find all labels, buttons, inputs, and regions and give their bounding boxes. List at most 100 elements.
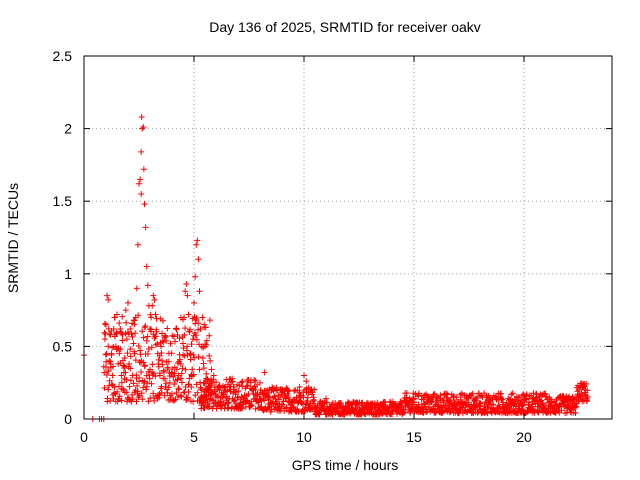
data-point (331, 407, 338, 414)
data-point (191, 299, 197, 306)
data-point (202, 324, 209, 331)
data-point (230, 384, 237, 391)
data-point (418, 405, 425, 412)
data-point (174, 376, 181, 383)
data-point (160, 339, 167, 346)
data-point (188, 341, 195, 348)
data-point (137, 347, 144, 354)
data-point (181, 314, 188, 321)
data-point (239, 401, 246, 408)
data-point (516, 402, 523, 409)
data-point (353, 405, 360, 412)
data-point (152, 311, 159, 318)
data-point (481, 402, 488, 409)
data-point (477, 400, 484, 407)
data-point (190, 351, 197, 358)
data-point (270, 398, 277, 405)
data-point (340, 404, 347, 411)
data-point (103, 321, 109, 328)
data-point (134, 388, 141, 395)
data-point (235, 388, 242, 395)
data-point (194, 389, 201, 396)
data-point (139, 125, 146, 132)
data-point (138, 369, 145, 376)
data-point (428, 398, 435, 405)
data-point (132, 314, 139, 321)
data-point (529, 401, 536, 408)
data-point (197, 384, 204, 391)
data-point (109, 344, 116, 351)
data-point (206, 384, 213, 391)
data-point (140, 334, 147, 341)
data-point (170, 374, 177, 381)
data-point (113, 330, 120, 337)
data-point (144, 282, 151, 289)
data-point (206, 332, 213, 339)
data-point (468, 392, 475, 399)
data-point (182, 288, 189, 295)
data-point (216, 382, 223, 389)
data-point (173, 326, 180, 333)
data-point (155, 356, 162, 363)
data-point (192, 332, 199, 339)
data-point (174, 331, 181, 338)
data-point (362, 404, 369, 411)
data-point (474, 394, 481, 401)
data-point (541, 406, 548, 413)
data-point (556, 394, 563, 401)
data-point (547, 405, 554, 412)
data-point (349, 401, 356, 408)
data-point (371, 405, 378, 412)
x-tick-label: 0 (80, 429, 88, 445)
data-point (116, 320, 123, 327)
data-point (403, 390, 410, 397)
data-point (159, 330, 166, 337)
axis-ticks: 0 0.5 1 1.5 2 2.5 0 5 10 15 20 (53, 48, 612, 445)
data-point (184, 343, 191, 350)
data-point (139, 396, 146, 403)
data-point (243, 383, 250, 390)
data-point (163, 380, 170, 387)
data-point (123, 376, 130, 383)
data-point (234, 394, 241, 401)
data-point (148, 326, 155, 333)
data-point (167, 340, 174, 347)
data-point (526, 399, 533, 406)
y-tick-label: 2.5 (53, 48, 73, 64)
data-point (499, 410, 505, 417)
data-point (210, 396, 217, 403)
data-point (375, 402, 382, 409)
data-point (196, 366, 203, 373)
data-point (188, 383, 195, 390)
data-point (119, 385, 126, 392)
data-point (124, 350, 131, 357)
data-point (158, 349, 165, 356)
data-point (213, 394, 219, 401)
data-point (153, 328, 160, 335)
data-point (316, 411, 323, 418)
data-point (184, 292, 191, 299)
data-point (129, 334, 136, 341)
data-point (525, 404, 532, 411)
data-point (584, 398, 591, 405)
y-tick-label: 0 (64, 411, 72, 427)
data-point (154, 340, 161, 347)
data-point (543, 393, 550, 400)
data-point (303, 378, 310, 385)
data-point (145, 398, 152, 405)
data-point (126, 360, 133, 367)
data-point (130, 340, 137, 347)
data-point (438, 403, 445, 410)
data-point (582, 386, 589, 393)
data-point (107, 397, 114, 404)
data-point (178, 370, 185, 377)
y-tick-label: 2 (64, 121, 72, 137)
data-point (408, 405, 415, 412)
data-point (208, 389, 215, 396)
data-point (136, 378, 143, 385)
data-point (389, 411, 396, 418)
data-point (204, 376, 211, 383)
data-point (140, 166, 147, 173)
data-point (187, 356, 194, 363)
